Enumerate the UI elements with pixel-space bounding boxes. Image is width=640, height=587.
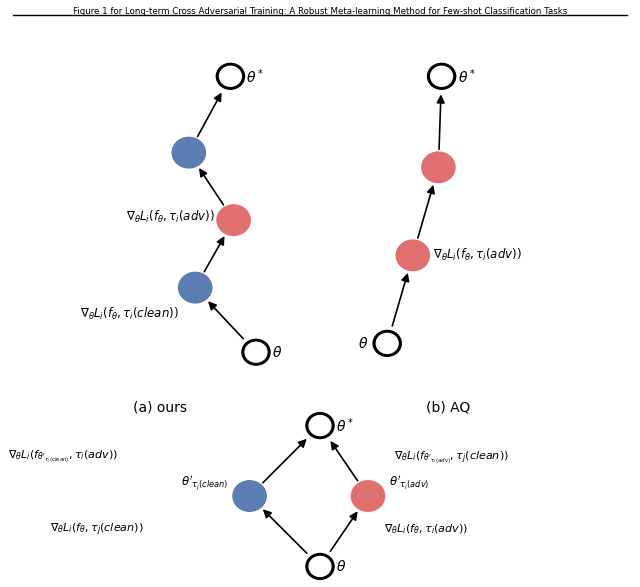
Text: $\theta'_{\tau_j(clean)}$: $\theta'_{\tau_j(clean)}$ xyxy=(181,474,228,492)
Text: $\nabla_\theta L_i(f_\theta, \tau_i(adv))$: $\nabla_\theta L_i(f_\theta, \tau_i(adv)… xyxy=(433,247,522,264)
Text: (a) ours: (a) ours xyxy=(133,401,187,415)
Text: $\theta$: $\theta$ xyxy=(272,345,282,360)
Circle shape xyxy=(309,416,331,436)
Circle shape xyxy=(306,413,334,438)
Circle shape xyxy=(216,63,244,89)
Text: $\theta^*$: $\theta^*$ xyxy=(246,67,264,86)
Circle shape xyxy=(220,66,241,86)
Text: (b) AQ: (b) AQ xyxy=(426,401,470,415)
Text: $\nabla_\theta L_i(f_{\theta'_{\tau_i(adv)}}, \tau_j(clean))$: $\nabla_\theta L_i(f_{\theta'_{\tau_i(ad… xyxy=(394,450,508,466)
Circle shape xyxy=(233,481,266,511)
Circle shape xyxy=(245,342,267,362)
Circle shape xyxy=(428,63,456,89)
Text: $\theta$: $\theta$ xyxy=(358,336,368,351)
Circle shape xyxy=(396,240,429,271)
Text: $\nabla_\theta L_i(f_\theta, \tau_i(adv))$: $\nabla_\theta L_i(f_\theta, \tau_i(adv)… xyxy=(125,209,214,225)
Text: $\nabla_\theta L_i(f_\theta, \tau_j(clean))$: $\nabla_\theta L_i(f_\theta, \tau_j(clea… xyxy=(51,521,144,538)
Circle shape xyxy=(422,152,455,183)
Text: $\theta'_{\tau_i(adv)}$: $\theta'_{\tau_i(adv)}$ xyxy=(389,474,429,492)
Circle shape xyxy=(306,554,334,579)
Text: $\theta^*$: $\theta^*$ xyxy=(458,67,476,86)
Circle shape xyxy=(172,137,205,168)
Circle shape xyxy=(179,272,212,303)
Text: $\theta^*$: $\theta^*$ xyxy=(336,416,354,435)
Text: $\nabla_\theta L_i(f_{\theta'_{\tau_j(clean)}}, \tau_i(adv))$: $\nabla_\theta L_i(f_{\theta'_{\tau_j(cl… xyxy=(8,449,118,467)
Text: Figure 1 for Long-term Cross Adversarial Training: A Robust Meta-learning Method: Figure 1 for Long-term Cross Adversarial… xyxy=(73,7,567,16)
Circle shape xyxy=(431,66,452,86)
Circle shape xyxy=(217,205,250,235)
Circle shape xyxy=(373,330,401,356)
Text: $\theta$: $\theta$ xyxy=(336,559,346,574)
Circle shape xyxy=(242,339,270,365)
Text: $\nabla_\theta L_i(f_\theta, \tau_i(clean))$: $\nabla_\theta L_i(f_\theta, \tau_i(clea… xyxy=(81,306,179,322)
Circle shape xyxy=(376,333,398,353)
Text: $\nabla_\theta L_i(f_\theta, \tau_i(adv))$: $\nabla_\theta L_i(f_\theta, \tau_i(adv)… xyxy=(384,522,468,537)
Circle shape xyxy=(351,481,385,511)
Circle shape xyxy=(309,556,331,576)
